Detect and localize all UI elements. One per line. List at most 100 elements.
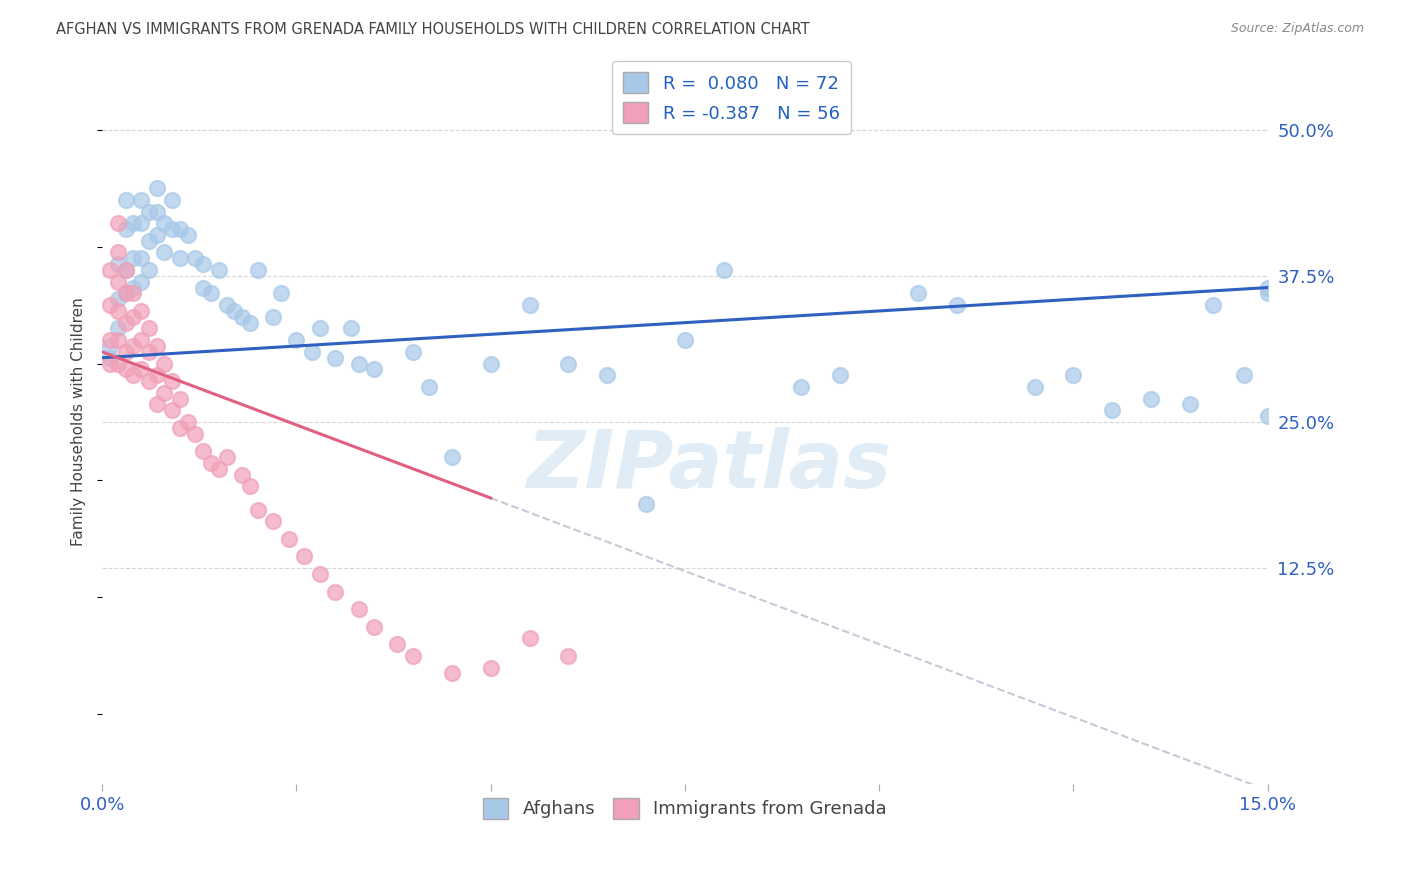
- Point: [129, 275, 152, 289]
- Point: [153, 385, 176, 400]
- Point: [98, 357, 121, 371]
- Point: [176, 415, 198, 429]
- Point: [122, 252, 145, 266]
- Point: [224, 304, 246, 318]
- Legend: Afghans, Immigrants from Grenada: Afghans, Immigrants from Grenada: [475, 791, 894, 826]
- Point: [129, 362, 152, 376]
- Point: [557, 648, 579, 663]
- Point: [153, 245, 176, 260]
- Point: [107, 257, 129, 271]
- Point: [107, 333, 129, 347]
- Point: [169, 252, 191, 266]
- Point: [308, 566, 330, 581]
- Point: [107, 275, 129, 289]
- Point: [176, 227, 198, 242]
- Point: [107, 292, 129, 306]
- Point: [387, 637, 409, 651]
- Point: [519, 632, 541, 646]
- Point: [1202, 298, 1225, 312]
- Point: [138, 204, 160, 219]
- Point: [107, 321, 129, 335]
- Point: [114, 344, 136, 359]
- Point: [479, 357, 502, 371]
- Point: [340, 321, 363, 335]
- Point: [98, 333, 121, 347]
- Point: [1024, 380, 1046, 394]
- Point: [107, 245, 129, 260]
- Point: [98, 263, 121, 277]
- Point: [323, 584, 346, 599]
- Point: [347, 357, 370, 371]
- Point: [292, 549, 315, 564]
- Point: [270, 286, 292, 301]
- Point: [1101, 403, 1123, 417]
- Point: [830, 368, 852, 383]
- Point: [208, 462, 231, 476]
- Point: [231, 467, 253, 482]
- Point: [114, 263, 136, 277]
- Point: [246, 263, 269, 277]
- Point: [402, 648, 425, 663]
- Point: [98, 298, 121, 312]
- Point: [519, 298, 541, 312]
- Point: [160, 374, 183, 388]
- Point: [239, 479, 262, 493]
- Point: [153, 357, 176, 371]
- Point: [145, 227, 167, 242]
- Point: [98, 351, 121, 365]
- Point: [107, 304, 129, 318]
- Point: [418, 380, 440, 394]
- Point: [160, 403, 183, 417]
- Point: [122, 310, 145, 324]
- Point: [145, 368, 167, 383]
- Point: [193, 257, 215, 271]
- Point: [673, 333, 696, 347]
- Point: [169, 222, 191, 236]
- Point: [1257, 280, 1279, 294]
- Point: [215, 450, 238, 464]
- Point: [1178, 397, 1201, 411]
- Point: [1257, 286, 1279, 301]
- Point: [262, 515, 284, 529]
- Point: [946, 298, 969, 312]
- Point: [122, 368, 145, 383]
- Point: [160, 193, 183, 207]
- Point: [129, 193, 152, 207]
- Point: [138, 344, 160, 359]
- Point: [440, 666, 463, 681]
- Point: [107, 216, 129, 230]
- Point: [193, 444, 215, 458]
- Point: [169, 392, 191, 406]
- Point: [169, 421, 191, 435]
- Point: [402, 344, 425, 359]
- Point: [308, 321, 330, 335]
- Point: [479, 660, 502, 674]
- Point: [122, 286, 145, 301]
- Point: [145, 204, 167, 219]
- Point: [122, 339, 145, 353]
- Text: AFGHAN VS IMMIGRANTS FROM GRENADA FAMILY HOUSEHOLDS WITH CHILDREN CORRELATION CH: AFGHAN VS IMMIGRANTS FROM GRENADA FAMILY…: [56, 22, 810, 37]
- Point: [114, 222, 136, 236]
- Point: [129, 252, 152, 266]
- Point: [200, 456, 222, 470]
- Point: [107, 357, 129, 371]
- Point: [138, 321, 160, 335]
- Point: [200, 286, 222, 301]
- Point: [129, 304, 152, 318]
- Point: [246, 502, 269, 516]
- Point: [1233, 368, 1256, 383]
- Point: [114, 316, 136, 330]
- Point: [440, 450, 463, 464]
- Point: [363, 362, 385, 376]
- Text: ZIPatlas: ZIPatlas: [526, 426, 891, 505]
- Point: [285, 333, 308, 347]
- Point: [114, 362, 136, 376]
- Point: [184, 426, 207, 441]
- Point: [301, 344, 323, 359]
- Point: [138, 263, 160, 277]
- Point: [208, 263, 231, 277]
- Point: [596, 368, 619, 383]
- Point: [636, 497, 658, 511]
- Y-axis label: Family Households with Children: Family Households with Children: [72, 298, 86, 547]
- Point: [1062, 368, 1084, 383]
